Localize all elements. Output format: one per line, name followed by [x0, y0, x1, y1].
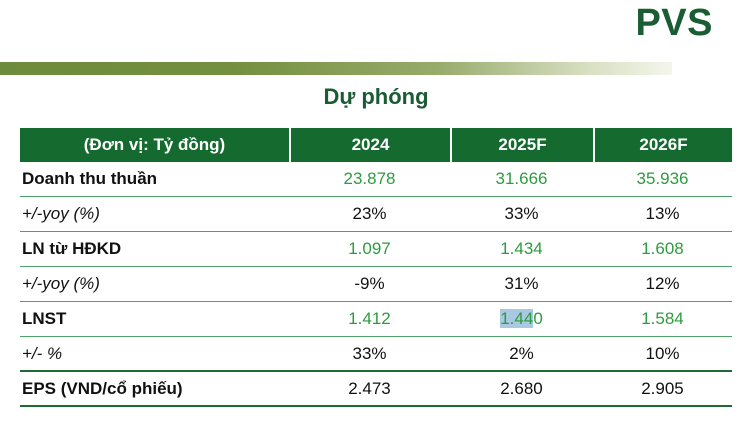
row-label: LN từ HĐKD: [22, 239, 122, 258]
row-label: +/-yoy (%): [22, 204, 100, 223]
cell-2026f: 10%: [645, 343, 680, 363]
cell-2025f: 2%: [509, 343, 534, 363]
cell-2026f: 1.584: [641, 309, 684, 328]
highlight-suffix: 0: [533, 309, 543, 328]
cell-2025f: 1.434: [500, 239, 543, 258]
cell-2024: 23%: [352, 204, 387, 223]
cell-2026f: 1.608: [641, 239, 684, 258]
row-label: +/-yoy (%): [22, 274, 100, 293]
table-row-eps: EPS (VND/cổ phiếu) 2.473 2.680 2.905: [20, 372, 732, 407]
table-row-ln-tu-hdkd: LN từ HĐKD 1.097 1.434 1.608: [20, 232, 732, 267]
header-col-2024: 2024: [289, 128, 450, 162]
page-title: Dự phóng: [323, 84, 429, 109]
forecast-table: (Đơn vị: Tỷ đồng) 2024 2025F 2026F Doanh…: [20, 128, 732, 407]
gradient-divider-bar: [0, 62, 672, 75]
table-row-lnst: LNST 1.412 1.440 1.584: [20, 302, 732, 337]
cell-2025f: 2.680: [500, 378, 543, 398]
header-col-2026f: 2026F: [593, 128, 732, 162]
table-header-row: (Đơn vị: Tỷ đồng) 2024 2025F 2026F: [20, 128, 732, 162]
cell-2025f: 33%: [504, 204, 539, 223]
header-unit-cell: (Đơn vị: Tỷ đồng): [20, 128, 289, 162]
cell-2024: 2.473: [348, 378, 391, 398]
text-selection-highlight: 1.44: [500, 309, 534, 328]
cell-2024: 33%: [352, 343, 387, 363]
row-label: Doanh thu thuần: [22, 169, 158, 188]
cell-2025f: 31%: [504, 274, 539, 293]
cell-2025f: 31.666: [495, 169, 548, 188]
table-row-doanh-thu-thuan: Doanh thu thuần 23.878 31.666 35.936: [20, 162, 732, 197]
cell-2026f: 35.936: [636, 169, 689, 188]
row-label: +/- %: [22, 343, 63, 363]
row-label: LNST: [22, 309, 67, 328]
header-col-2025f: 2025F: [450, 128, 593, 162]
cell-2026f: 2.905: [641, 378, 684, 398]
row-label: EPS (VND/cổ phiếu): [22, 378, 183, 398]
cell-2026f: 13%: [645, 204, 680, 223]
cell-2024: 1.412: [348, 309, 391, 328]
cell-2024: 23.878: [343, 169, 396, 188]
table-row-yoy-hdkd: +/-yoy (%) -9% 31% 12%: [20, 267, 732, 302]
cell-2024: 1.097: [348, 239, 391, 258]
table-row-yoy-revenue: +/-yoy (%) 23% 33% 13%: [20, 197, 732, 232]
pvs-logo: PVS: [635, 2, 713, 44]
cell-2025f-highlighted: 1.440: [450, 309, 593, 329]
table-row-yoy-lnst: +/- % 33% 2% 10%: [20, 337, 732, 372]
cell-2024: -9%: [354, 274, 385, 293]
cell-2026f: 12%: [645, 274, 680, 293]
